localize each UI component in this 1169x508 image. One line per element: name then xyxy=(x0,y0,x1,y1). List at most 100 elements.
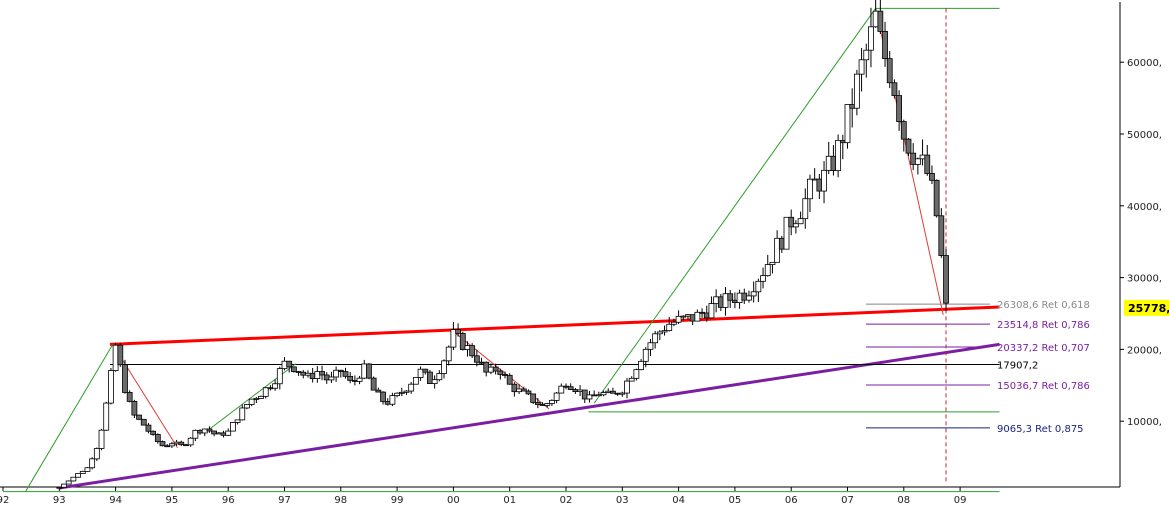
last-value-badge xyxy=(1124,299,1169,316)
candle-body xyxy=(914,158,921,165)
candle-body xyxy=(933,179,940,217)
candle-body xyxy=(863,49,870,61)
candle-body xyxy=(412,377,419,385)
candle-body xyxy=(239,407,246,421)
candle-body xyxy=(79,470,86,474)
candle-body xyxy=(351,380,358,382)
candle-body xyxy=(624,380,630,394)
candle-body xyxy=(427,371,433,385)
candle-body xyxy=(577,389,583,392)
candle-body xyxy=(276,368,283,385)
x-tick-label: 99 xyxy=(391,495,404,506)
candle-body xyxy=(661,330,668,333)
y-tick-label: 50000, xyxy=(1127,130,1162,141)
candle-body xyxy=(164,445,171,448)
candle-body xyxy=(502,374,508,376)
candle-body xyxy=(919,154,926,160)
candle-body xyxy=(197,429,203,434)
candle-body xyxy=(619,392,626,395)
candle-body xyxy=(441,360,447,374)
candle-body xyxy=(896,95,903,122)
candle-body xyxy=(65,480,72,485)
x-tick-label: 00 xyxy=(447,495,460,506)
candle-body xyxy=(821,169,827,192)
candle-body xyxy=(769,261,776,265)
candle-body xyxy=(694,311,701,322)
candle-body xyxy=(281,360,288,370)
candle-body xyxy=(516,388,522,393)
candle-body xyxy=(600,392,607,396)
candle-body xyxy=(126,392,133,402)
candle-body xyxy=(755,280,762,293)
candle-body xyxy=(140,418,147,426)
x-tick-label: 97 xyxy=(278,495,291,506)
candle-body xyxy=(647,342,654,350)
x-tick-label: 92 xyxy=(0,495,9,506)
candle-body xyxy=(75,473,81,478)
candle-body xyxy=(929,173,935,181)
candle-body xyxy=(84,467,91,472)
candle-body xyxy=(811,178,818,181)
candle-body xyxy=(900,121,907,140)
candle-body xyxy=(309,372,316,379)
candle-body xyxy=(103,402,110,431)
candle-body xyxy=(792,223,799,228)
trend-line xyxy=(109,305,1000,346)
candle-body xyxy=(286,360,293,368)
candle-body xyxy=(70,476,77,482)
candle-body xyxy=(872,10,879,28)
candle-body xyxy=(258,395,264,399)
candle-body xyxy=(131,400,138,416)
candle-body xyxy=(680,315,687,318)
candle-body xyxy=(478,361,485,364)
candle-body xyxy=(497,370,504,375)
candle-body xyxy=(722,293,729,308)
y-tick-label: 40000, xyxy=(1127,202,1162,213)
candle-body xyxy=(314,371,321,379)
candle-body xyxy=(736,292,743,303)
candle-body xyxy=(244,404,250,409)
candle-body xyxy=(422,368,429,373)
candle-body xyxy=(783,216,790,250)
candle-body xyxy=(154,434,161,442)
candle-body xyxy=(882,31,888,60)
candle-body xyxy=(511,383,518,393)
candle-body xyxy=(150,430,157,435)
candle-body xyxy=(108,370,114,404)
candle-body xyxy=(732,299,738,303)
candle-body xyxy=(145,424,152,432)
candle-body xyxy=(394,392,401,397)
candle-body xyxy=(666,323,673,332)
candle-body xyxy=(750,291,757,297)
candle-body xyxy=(262,387,269,397)
candle-body xyxy=(445,346,452,362)
candle-body xyxy=(506,374,513,385)
fib-level-label: 17907,2 xyxy=(997,360,1038,371)
candle-body xyxy=(830,155,837,172)
candle-body xyxy=(117,344,124,366)
fib-level-label: 23514,8 Ret 0,786 xyxy=(997,320,1090,331)
candle-body xyxy=(403,390,410,393)
candle-body xyxy=(868,26,874,51)
candle-body xyxy=(671,321,677,325)
y-tick-label: 60000, xyxy=(1127,58,1162,69)
candle-body xyxy=(173,441,180,445)
candle-body xyxy=(417,368,424,378)
x-tick-label: 06 xyxy=(785,495,798,506)
candle-body xyxy=(943,255,949,304)
candle-body xyxy=(774,237,781,263)
candle-body xyxy=(337,369,344,372)
candle-body xyxy=(436,373,443,381)
candle-body xyxy=(553,392,560,401)
candle-body xyxy=(408,383,415,392)
candle-body xyxy=(323,374,330,381)
candle-body xyxy=(459,332,466,350)
candle-body xyxy=(375,389,382,393)
candle-body xyxy=(295,371,302,373)
candle-body xyxy=(215,432,222,435)
x-tick-label: 08 xyxy=(897,495,910,506)
trend-line xyxy=(593,8,877,404)
candle-body xyxy=(333,369,340,378)
